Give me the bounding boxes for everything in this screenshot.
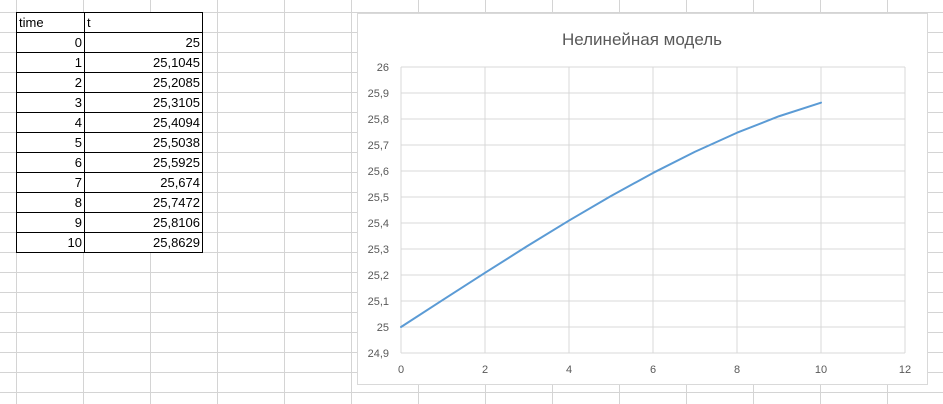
x-tick-label: 4: [566, 364, 572, 376]
table-header-row: time t: [16, 12, 203, 33]
y-tick-label: 25,3: [368, 244, 389, 256]
time-cell[interactable]: 2: [16, 72, 85, 93]
y-tick-label: 25,1: [368, 296, 389, 308]
header-cell[interactable]: t: [84, 12, 203, 33]
y-tick-label: 25,2: [368, 270, 389, 282]
table-row: 9 25,8106: [16, 212, 203, 233]
t-cell[interactable]: 25,674: [84, 172, 203, 193]
x-tick-label: 0: [398, 364, 404, 376]
chart-container[interactable]: 24,9 25 25,1 25,2 25,3 25,4 25,5 25,6 25,7 25,8 25…: [357, 13, 928, 385]
time-cell[interactable]: 6: [16, 152, 85, 173]
t-cell[interactable]: 25,1045: [84, 52, 203, 73]
x-tick-label: 6: [650, 364, 656, 376]
t-cell[interactable]: 25,4094: [84, 112, 203, 133]
x-tick-label: 2: [482, 364, 488, 376]
t-cell[interactable]: 25: [84, 32, 203, 53]
t-cell[interactable]: 25,8629: [84, 232, 203, 253]
time-cell[interactable]: 0: [16, 32, 85, 53]
y-tick-label: 26: [377, 62, 389, 74]
t-cell[interactable]: 25,5038: [84, 132, 203, 153]
time-cell[interactable]: 4: [16, 112, 85, 133]
series-line: [400, 101, 822, 328]
y-tick-label: 25,9: [368, 88, 389, 100]
table-row: 10 25,8629: [16, 232, 203, 253]
time-cell[interactable]: 8: [16, 192, 85, 213]
time-cell[interactable]: 1: [16, 52, 85, 73]
y-tick-label: 25,7: [368, 140, 389, 152]
y-tick-label: 25: [377, 322, 389, 334]
time-cell[interactable]: 10: [16, 232, 85, 253]
x-tick-label: 8: [734, 364, 740, 376]
y-tick-label: 24,9: [368, 348, 389, 360]
table-row: 6 25,5925: [16, 152, 203, 173]
y-tick-label: 25,6: [368, 166, 389, 178]
table-row: 1 25,1045: [16, 52, 203, 73]
table-row: 4 25,4094: [16, 112, 203, 133]
chart-svg: 24,9 25 25,1 25,2 25,3 25,4 25,5 25,6 25,7 25,8 25…: [368, 30, 912, 376]
table-row: 8 25,7472: [16, 192, 203, 213]
table-row: 3 25,3105: [16, 92, 203, 113]
header-cell[interactable]: time: [16, 12, 85, 33]
table-row: 0 25: [16, 32, 203, 53]
data-table: time t 0 25 1 25,1045 2 25,2085 3 25,3105 4 25,4094…: [16, 12, 203, 253]
time-cell[interactable]: 9: [16, 212, 85, 233]
t-cell[interactable]: 25,8106: [84, 212, 203, 233]
table-row: 7 25,674: [16, 172, 203, 193]
chart-title: Нелинейная модель: [562, 30, 722, 49]
t-cell[interactable]: 25,2085: [84, 72, 203, 93]
t-cell[interactable]: 25,3105: [84, 92, 203, 113]
table-row: 5 25,5038: [16, 132, 203, 153]
x-tick-label: 12: [899, 364, 911, 376]
time-cell[interactable]: 3: [16, 92, 85, 113]
table-row: 2 25,2085: [16, 72, 203, 93]
y-tick-label: 25,5: [368, 192, 389, 204]
time-cell[interactable]: 7: [16, 172, 85, 193]
y-tick-label: 25,8: [368, 114, 389, 126]
y-tick-label: 25,4: [368, 218, 389, 230]
t-cell[interactable]: 25,5925: [84, 152, 203, 173]
t-cell[interactable]: 25,7472: [84, 192, 203, 213]
time-cell[interactable]: 5: [16, 132, 85, 153]
x-tick-label: 10: [815, 364, 827, 376]
